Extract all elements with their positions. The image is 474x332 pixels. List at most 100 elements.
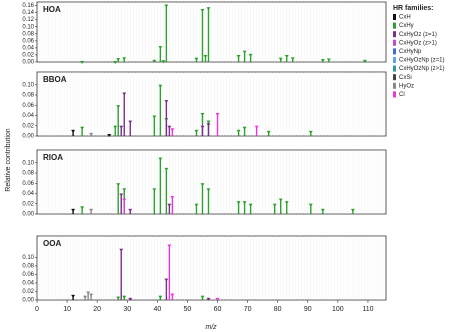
stick: [71, 208, 76, 214]
y-tick-label: 0.14: [22, 10, 34, 16]
stick: [80, 206, 85, 214]
stick: [278, 198, 283, 214]
y-axis-label: Relative contribution: [5, 128, 12, 192]
stick-cap: [128, 208, 133, 212]
x-tick-label: 60: [214, 306, 222, 313]
stick-cap: [248, 53, 253, 57]
stick-cap: [203, 54, 208, 58]
stick: [215, 112, 220, 136]
stick-cap: [128, 297, 133, 301]
stick: [158, 46, 163, 62]
stick: [206, 123, 211, 136]
stick-cap: [206, 7, 211, 11]
x-tick-label: 10: [63, 306, 71, 313]
stick: [122, 295, 127, 300]
stick-cap: [278, 57, 283, 61]
stick: [164, 278, 169, 300]
stick-cap: [122, 57, 127, 61]
stick: [164, 100, 169, 136]
y-tick-label: 0.08: [22, 263, 34, 269]
stick: [215, 297, 220, 301]
stick-cap: [86, 291, 91, 295]
stick: [122, 198, 127, 214]
legend-label: CxHyOzNp (z=1): [399, 58, 445, 64]
stick-cap: [206, 297, 211, 301]
legend-label: Cl: [399, 92, 405, 98]
legend-swatch: [393, 22, 396, 29]
y-tick-label: 0.08: [22, 93, 34, 99]
stick: [206, 7, 211, 62]
stick: [89, 208, 94, 214]
legend-swatch: [393, 74, 396, 81]
stick-cap: [206, 123, 211, 127]
stick-cap: [206, 120, 211, 124]
y-tick-label: 0.16: [22, 3, 34, 9]
stick: [362, 59, 367, 63]
stick: [254, 125, 259, 136]
panel-title: BBOA: [43, 75, 67, 84]
stick: [194, 57, 199, 62]
y-tick-label: 0.02: [22, 201, 34, 207]
stick: [89, 132, 94, 136]
stick-cap: [278, 198, 283, 202]
stick-cap: [158, 295, 163, 299]
stick: [116, 58, 121, 62]
stick-cap: [236, 129, 241, 133]
stick: [326, 58, 331, 62]
stick: [242, 201, 247, 214]
stick-cap: [119, 125, 124, 129]
stick-cap: [242, 201, 247, 205]
stick: [206, 297, 211, 301]
stick: [194, 203, 199, 214]
stick: [116, 183, 121, 214]
stick: [320, 208, 325, 214]
stick-cap: [200, 9, 205, 13]
stick: [236, 54, 241, 62]
x-tick-label: 0: [35, 306, 39, 313]
stick: [158, 295, 163, 300]
stick-cap: [290, 57, 295, 61]
y-tick-label: 0.02: [22, 289, 34, 295]
stick-cap: [200, 183, 205, 187]
stick: [89, 293, 94, 300]
panel-title: OOA: [43, 239, 61, 248]
stick: [350, 208, 355, 214]
stick: [113, 60, 118, 64]
stick-cap: [272, 203, 277, 207]
stick-cap: [122, 198, 127, 202]
stick-cap: [89, 208, 94, 212]
y-tick-label: 0.00: [22, 134, 34, 140]
stick: [71, 129, 76, 136]
stick: [161, 60, 166, 64]
y-tick-label: 0.08: [22, 31, 34, 37]
stick: [107, 133, 112, 137]
stick-cap: [122, 92, 127, 96]
stick-cap: [206, 188, 211, 192]
stick: [278, 57, 283, 62]
x-tick-label: 100: [332, 306, 344, 313]
stick: [122, 57, 127, 62]
stick: [128, 208, 133, 214]
stick: [308, 130, 313, 136]
y-tick-label: 0.10: [22, 82, 34, 88]
stick: [167, 203, 172, 214]
stick: [164, 4, 169, 62]
y-tick-label: 0.06: [22, 38, 34, 44]
stick: [152, 188, 157, 214]
stick-cap: [116, 183, 121, 187]
stick: [290, 57, 295, 62]
stick: [170, 196, 175, 214]
stick-cap: [80, 206, 85, 210]
legend-label: CxH: [399, 15, 411, 21]
stick-cap: [158, 157, 163, 161]
stick-cap: [170, 128, 175, 132]
stick-cap: [242, 50, 247, 54]
legend-label: CxHyOz (z>1): [399, 40, 437, 46]
y-tick-label: 0.06: [22, 272, 34, 278]
y-tick-label: 0.02: [22, 53, 34, 59]
stick: [200, 295, 205, 300]
stick-cap: [89, 293, 94, 297]
panel-title: HOA: [43, 5, 61, 14]
stick-cap: [215, 297, 220, 301]
